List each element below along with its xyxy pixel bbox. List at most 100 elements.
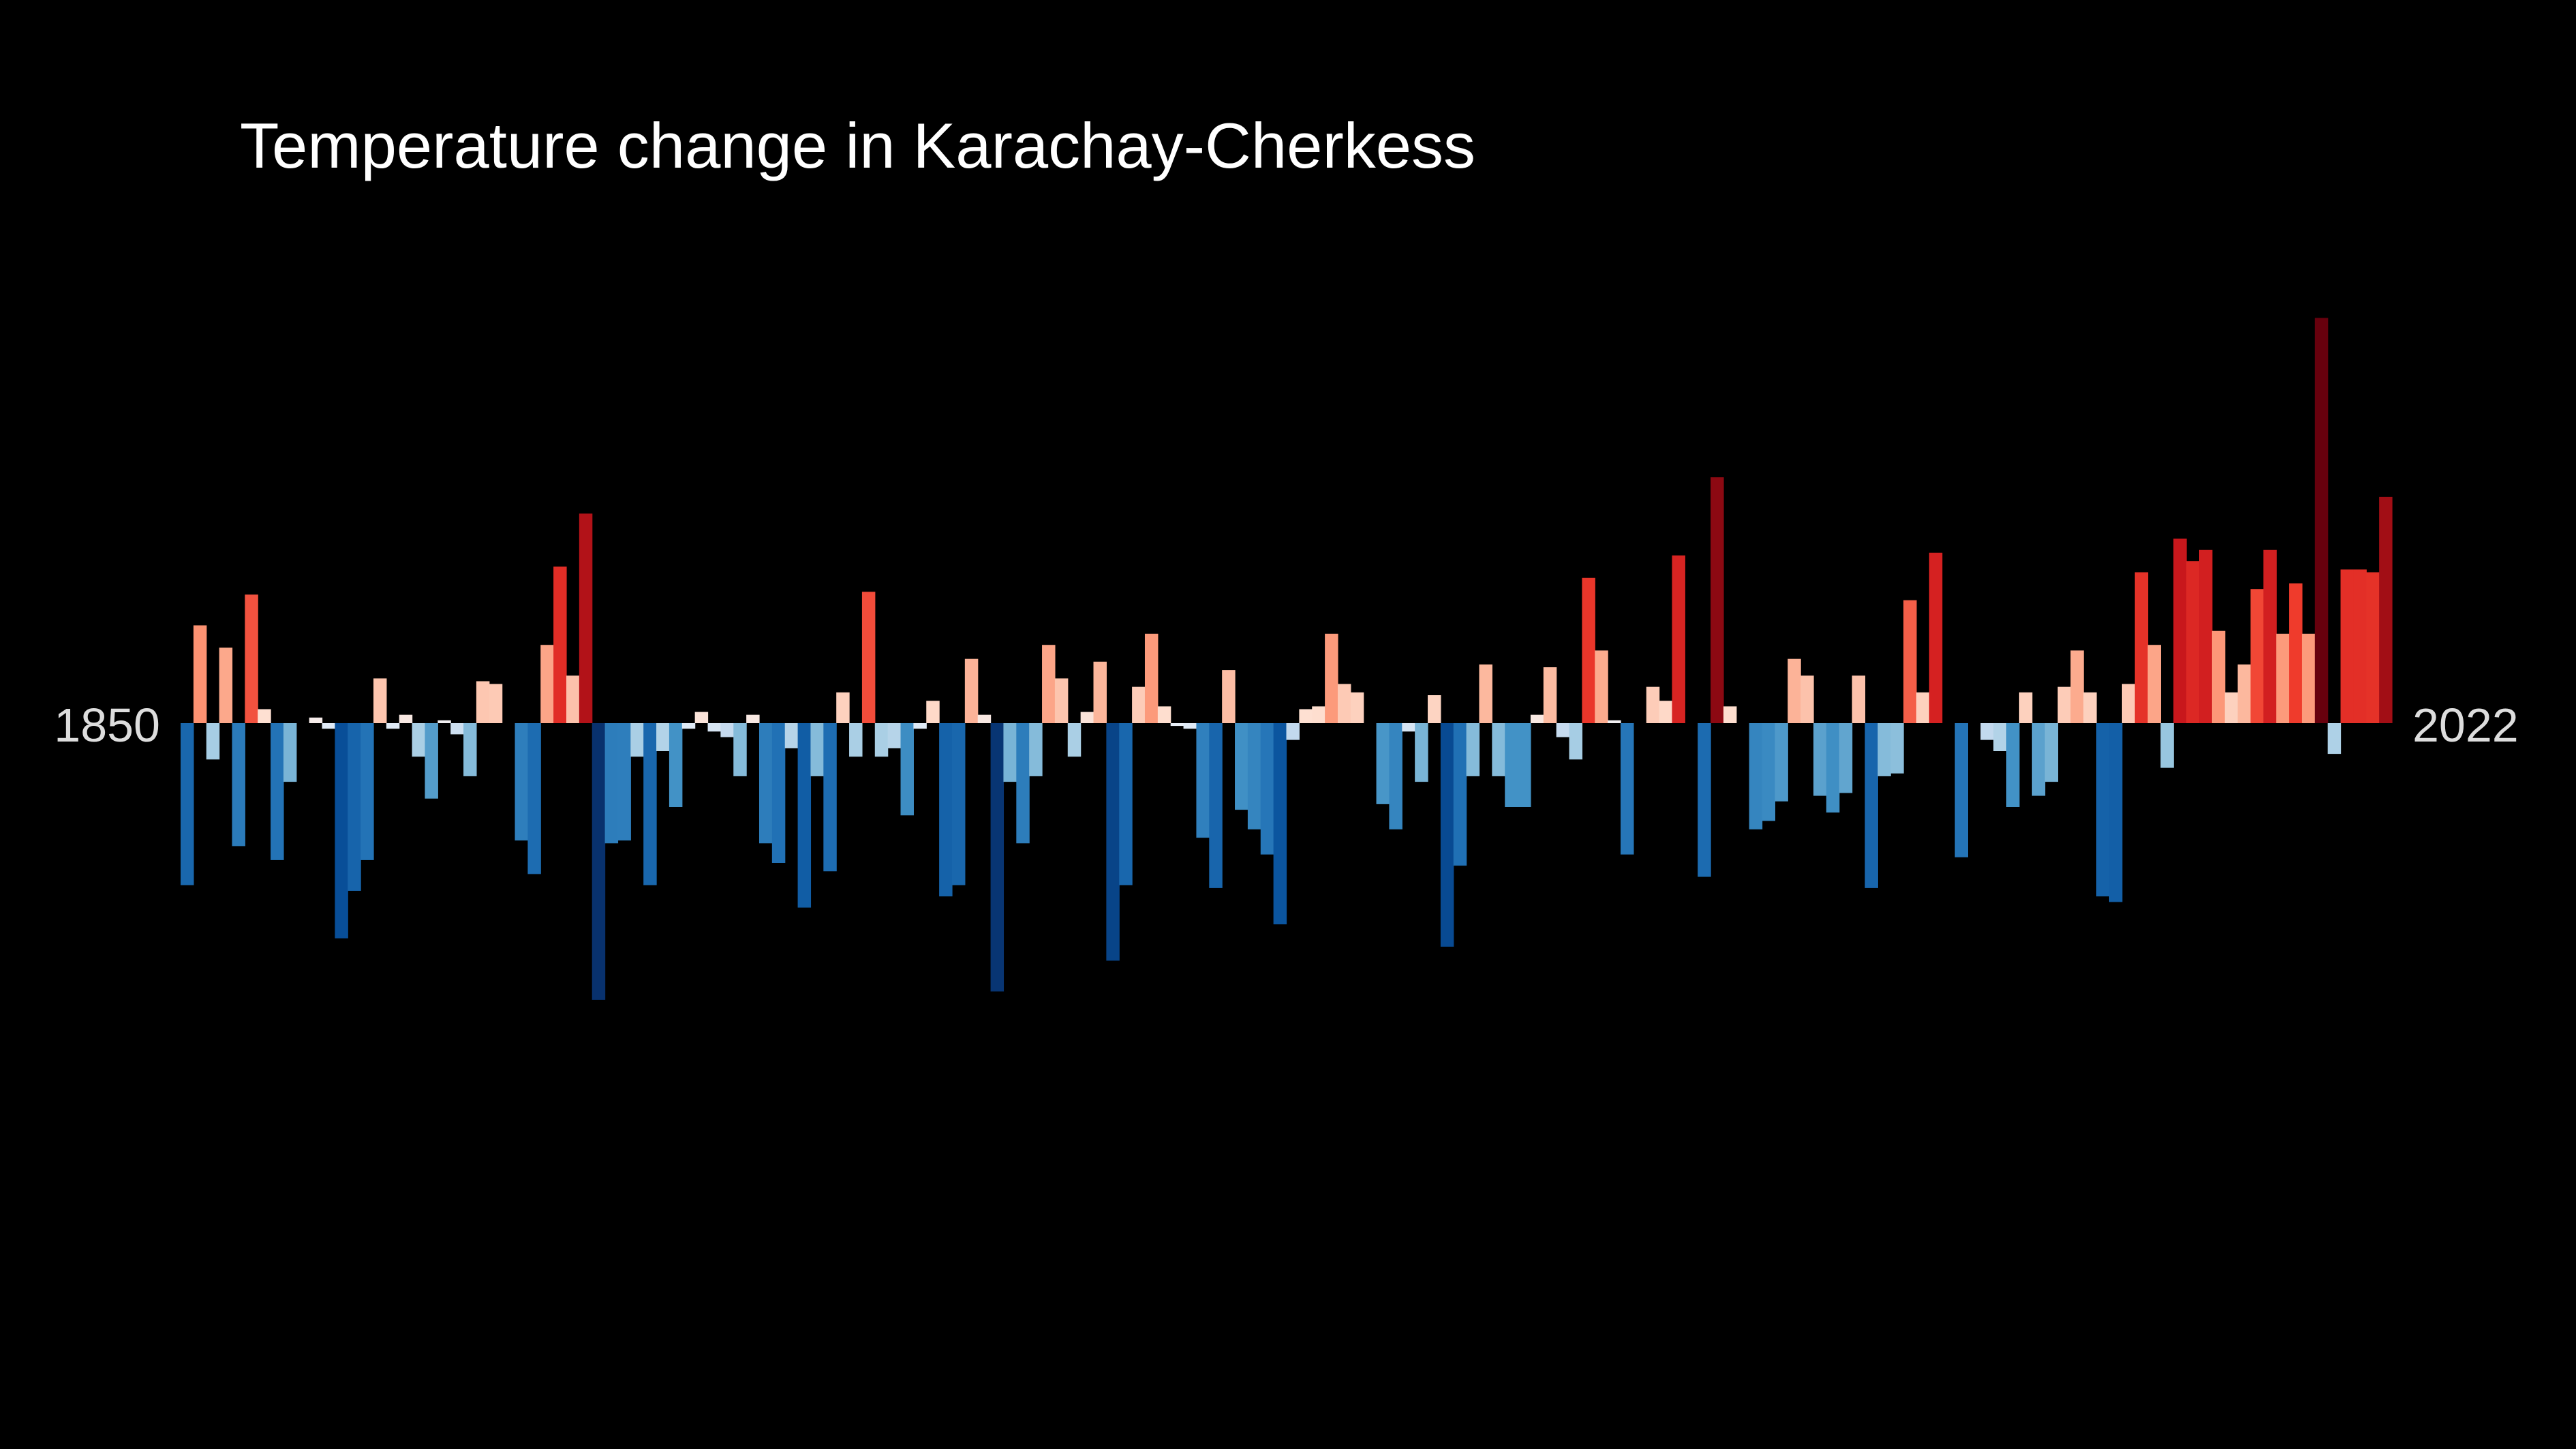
bar-2011 (2250, 589, 2264, 723)
bar-1937 (1299, 709, 1313, 723)
bar-1949 (1453, 723, 1467, 866)
bar-1866 (386, 723, 400, 729)
bar-1871 (450, 723, 464, 735)
bar-2020 (2366, 572, 2380, 723)
bar-1889 (681, 723, 696, 729)
bar-2000 (2109, 723, 2123, 902)
bar-series (181, 318, 2393, 1000)
bar-1999 (2096, 723, 2110, 897)
bar-1930 (1209, 723, 1223, 888)
bar-1901 (836, 692, 850, 723)
bar-1983 (1890, 723, 1904, 774)
bar-1934 (1260, 723, 1274, 855)
bar-2015 (2301, 633, 2316, 723)
bar-1985 (1916, 692, 1930, 723)
bar-1995 (2044, 723, 2059, 782)
bar-1969 (1711, 477, 1724, 723)
bar-1888 (669, 723, 683, 807)
bar-1981 (1865, 723, 1878, 888)
bar-2013 (2276, 633, 2290, 723)
bar-1918 (1054, 678, 1069, 723)
bar-1916 (1029, 723, 1043, 776)
bar-1863 (348, 723, 361, 891)
bar-1856 (258, 709, 271, 723)
bar-2021 (2379, 496, 2393, 723)
bar-2014 (2289, 583, 2303, 723)
bar-1939 (1325, 633, 1338, 723)
bar-2004 (2160, 723, 2174, 768)
bar-1879 (553, 566, 567, 723)
bar-1991 (1993, 723, 2007, 751)
bar-1876 (515, 723, 528, 841)
bar-1854 (232, 723, 245, 846)
bar-1893 (733, 723, 747, 776)
bar-1924 (1132, 686, 1146, 723)
bar-1908 (926, 701, 940, 723)
bar-1935 (1273, 723, 1287, 925)
bar-1952 (1492, 723, 1505, 776)
bar-1891 (707, 723, 721, 732)
bar-1968 (1698, 723, 1711, 877)
bar-1982 (1877, 723, 1891, 776)
bar-1994 (2031, 723, 2046, 796)
bar-1996 (2057, 686, 2071, 723)
bar-1897 (784, 723, 799, 748)
bar-1851 (193, 625, 207, 723)
bar-1944 (1389, 723, 1402, 829)
bar-1867 (399, 714, 413, 723)
bar-1911 (964, 658, 979, 723)
bar-1913 (990, 723, 1005, 992)
bar-1953 (1505, 723, 1518, 807)
bar-1964 (1646, 686, 1660, 723)
bar-1892 (720, 723, 734, 737)
bar-1940 (1337, 684, 1351, 723)
bar-1927 (1170, 723, 1184, 727)
bar-1883 (604, 723, 619, 844)
bar-1920 (1080, 712, 1094, 723)
bar-1965 (1659, 701, 1673, 723)
bar-2007 (2199, 549, 2213, 723)
bar-1861 (322, 723, 335, 729)
bar-1878 (540, 645, 554, 723)
bar-1974 (1775, 723, 1788, 802)
bar-1960 (1595, 650, 1608, 723)
bar-1955 (1530, 714, 1544, 723)
bar-1970 (1723, 706, 1737, 723)
bar-1992 (2006, 723, 2020, 807)
bar-1975 (1788, 658, 1801, 723)
bar-1855 (245, 594, 258, 723)
bar-1931 (1222, 670, 1236, 723)
x-end-label: 2022 (2412, 699, 2519, 752)
bar-1853 (219, 647, 233, 723)
bar-1884 (617, 723, 631, 841)
bar-1906 (900, 723, 914, 816)
bar-1932 (1235, 723, 1248, 810)
bar-1909 (939, 723, 953, 897)
bar-1886 (643, 723, 657, 885)
bar-1957 (1556, 723, 1570, 737)
bar-1894 (746, 714, 760, 723)
bar-1880 (566, 675, 580, 723)
bar-1978 (1826, 723, 1840, 813)
bar-1977 (1813, 723, 1827, 796)
bar-1928 (1183, 723, 1197, 729)
bar-1868 (412, 723, 426, 757)
bar-1990 (1980, 723, 1994, 740)
bar-1890 (694, 712, 709, 723)
bar-1907 (913, 723, 927, 729)
x-start-label: 1850 (54, 699, 160, 752)
bar-1895 (758, 723, 773, 844)
bar-1869 (425, 723, 438, 799)
bar-1936 (1286, 723, 1300, 740)
bar-1998 (2083, 692, 2097, 723)
bar-1946 (1415, 723, 1428, 782)
bar-2018 (2340, 569, 2354, 723)
bar-1898 (797, 723, 812, 908)
bar-1925 (1144, 633, 1159, 723)
bar-1954 (1518, 723, 1531, 807)
bar-2012 (2263, 549, 2277, 723)
bar-1862 (335, 723, 348, 939)
bar-1973 (1762, 723, 1776, 821)
